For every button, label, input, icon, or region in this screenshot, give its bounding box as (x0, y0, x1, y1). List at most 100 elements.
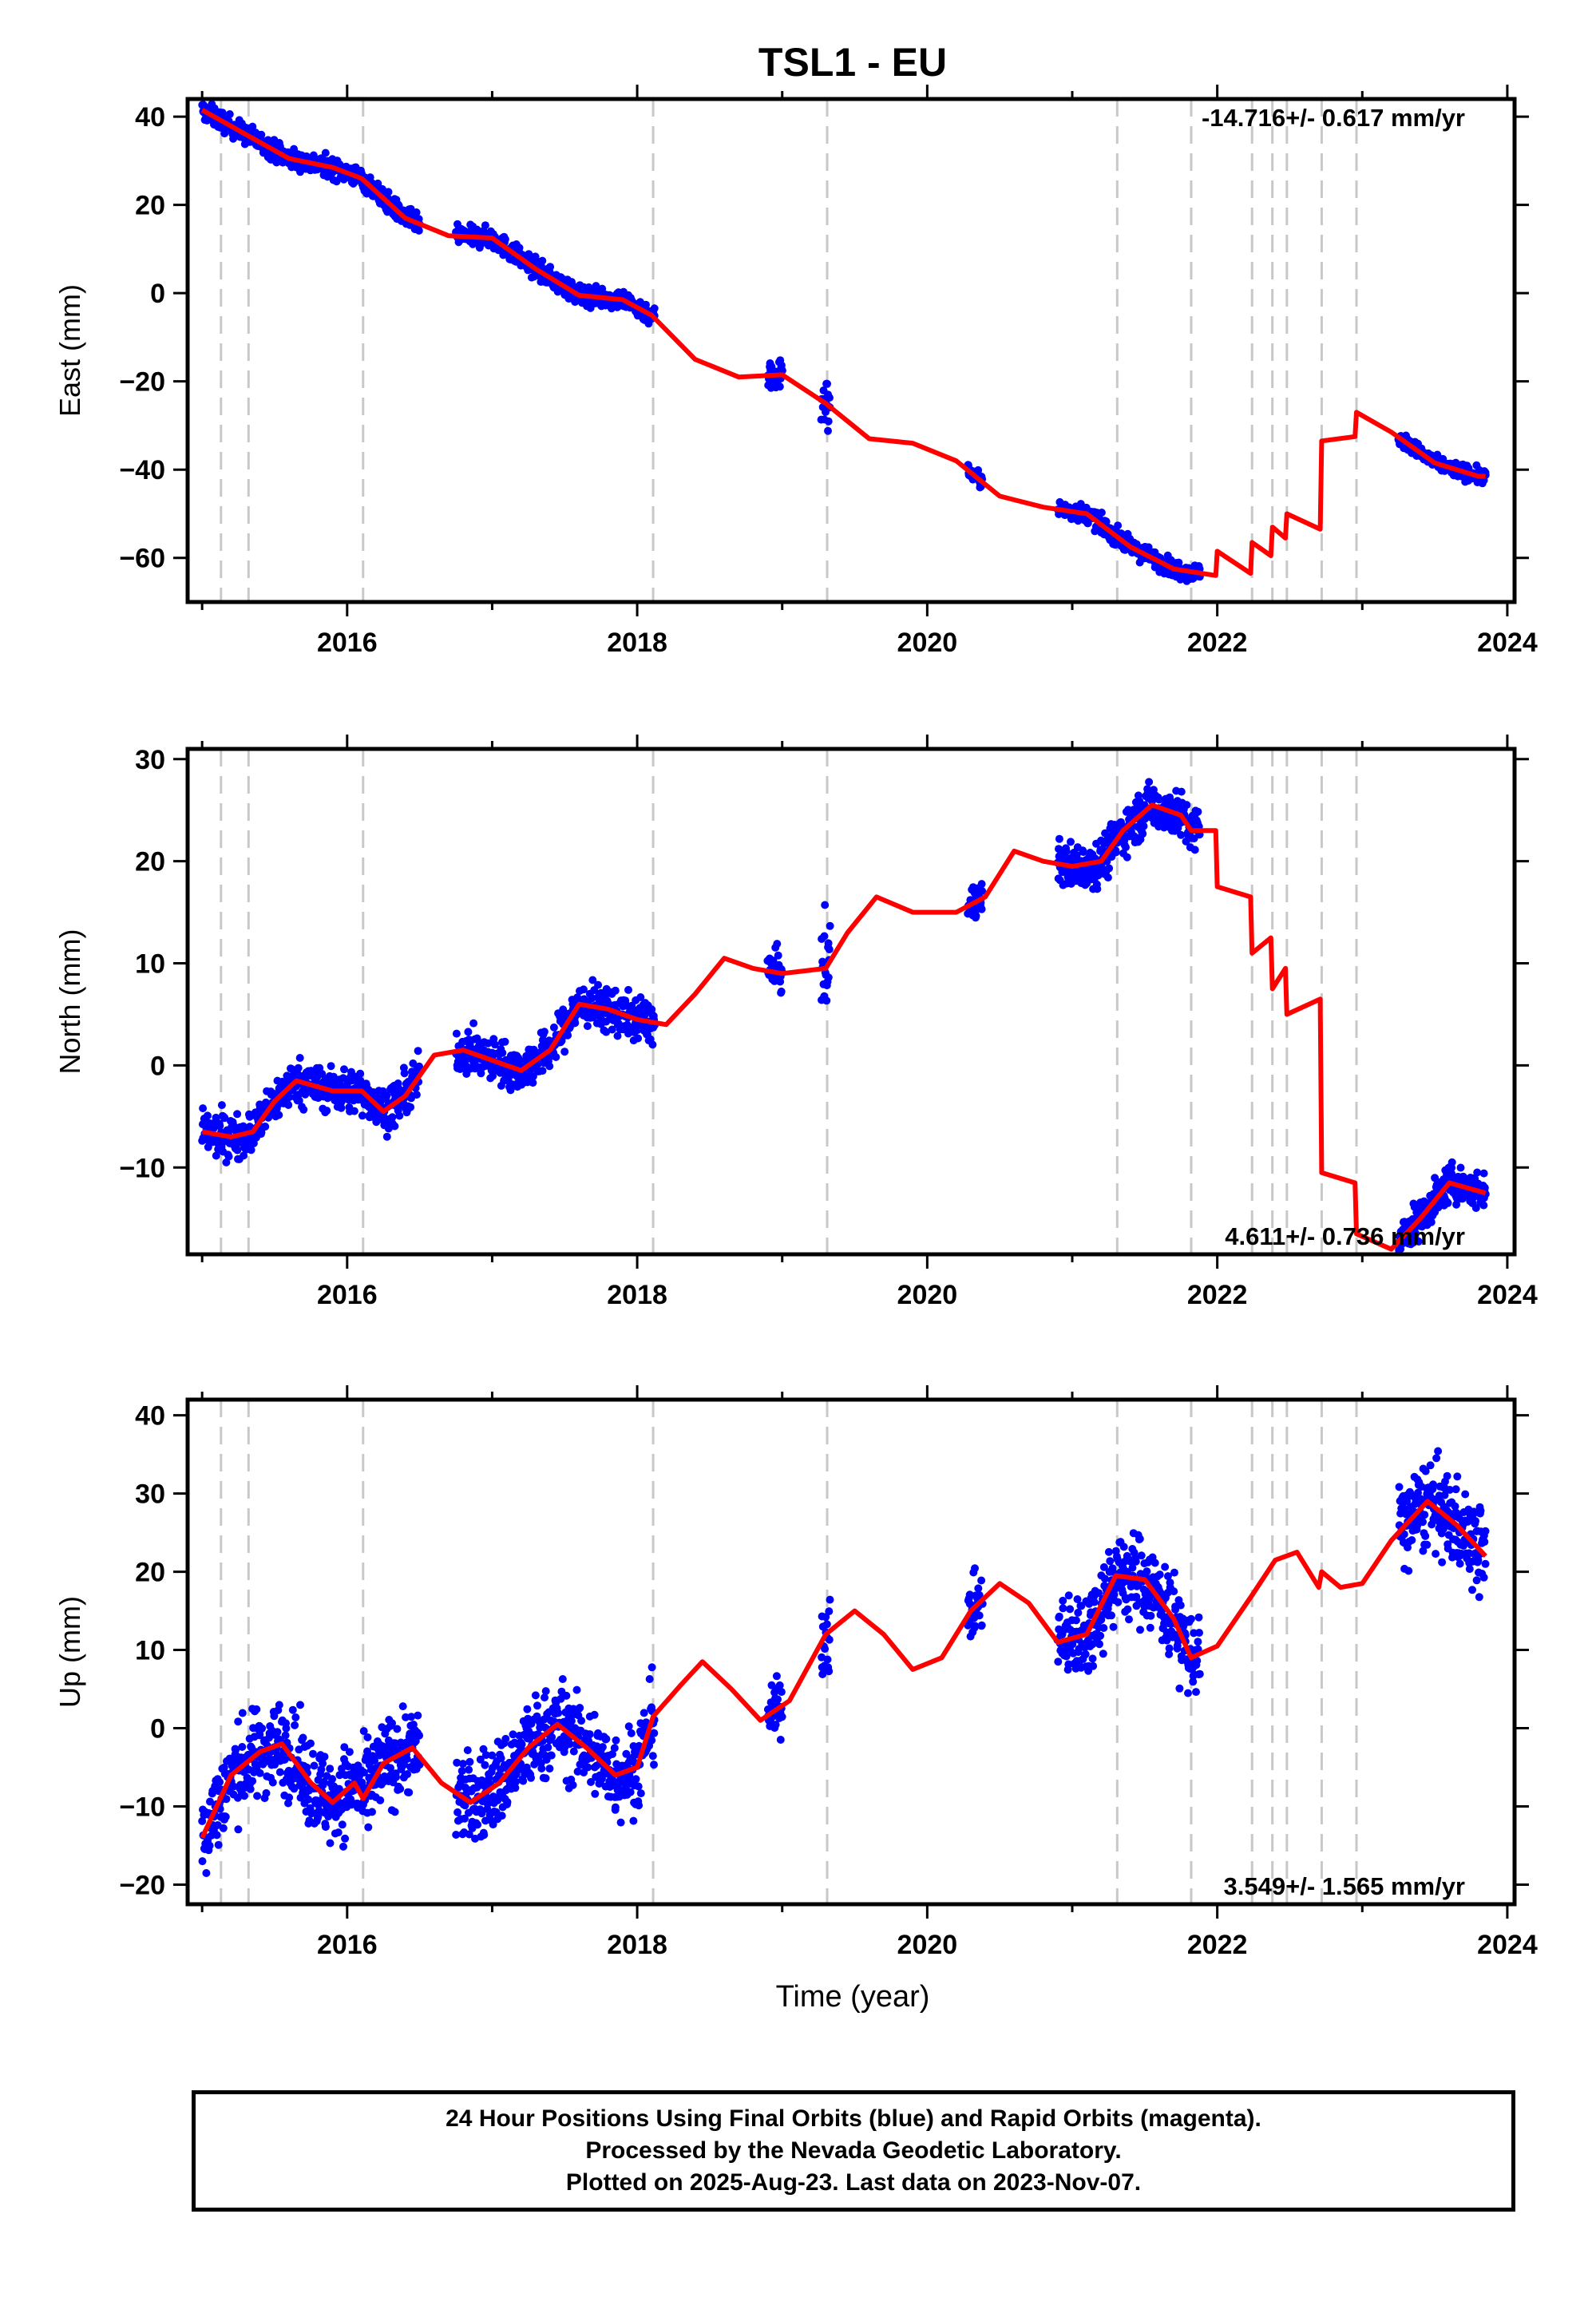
y-tick-label: −40 (119, 455, 165, 485)
data-point (1137, 1551, 1146, 1560)
data-point (1099, 1562, 1108, 1571)
data-point (1064, 1591, 1073, 1600)
data-point (1054, 1658, 1063, 1666)
data-point (1107, 1611, 1115, 1620)
footer-line-2: Processed by the Nevada Geodetic Laborat… (585, 2137, 1122, 2164)
data-point (246, 1784, 255, 1793)
data-point (309, 1749, 317, 1758)
data-point (1412, 1229, 1420, 1238)
data-point (1426, 1461, 1435, 1470)
data-point (1432, 1550, 1440, 1559)
y-axis-label: North (mm) (53, 929, 86, 1075)
data-point (624, 1722, 633, 1731)
data-point (538, 1067, 547, 1075)
data-point (406, 1103, 415, 1111)
data-point (978, 887, 987, 895)
data-point (452, 1029, 461, 1038)
data-point (612, 1736, 620, 1745)
data-point (572, 1685, 581, 1694)
data-point (405, 1788, 414, 1796)
data-point (374, 179, 382, 188)
data-point (975, 1590, 984, 1599)
data-point (584, 1763, 592, 1772)
y-tick-label: 10 (135, 949, 165, 980)
data-point (1451, 1485, 1460, 1494)
data-point (480, 1831, 489, 1840)
data-point (540, 1028, 549, 1036)
data-point (1395, 1483, 1404, 1491)
data-point (398, 1702, 407, 1711)
data-point (453, 1758, 461, 1767)
data-point (270, 1712, 279, 1721)
data-point (1074, 1608, 1083, 1617)
data-point (541, 1693, 549, 1702)
data-point (481, 1761, 489, 1769)
data-point (498, 1048, 507, 1057)
y-tick-label: 30 (135, 1479, 165, 1510)
data-point (558, 1675, 567, 1683)
data-point (295, 1054, 304, 1062)
data-point (497, 1754, 505, 1763)
data-point (465, 1757, 474, 1766)
y-tick-label: −20 (119, 367, 165, 398)
data-point (1421, 1531, 1430, 1540)
x-tick-label: 2022 (1187, 628, 1248, 658)
data-point (1400, 1530, 1408, 1539)
data-point (1134, 791, 1143, 800)
rate-label: -14.716+/- 0.617 mm/yr (1202, 104, 1465, 132)
data-point (825, 1667, 834, 1676)
data-point (971, 1564, 979, 1573)
data-point (1095, 1640, 1103, 1649)
data-point (1186, 1614, 1195, 1623)
data-point (545, 1062, 554, 1071)
data-point (1445, 1486, 1454, 1494)
data-point (247, 1146, 255, 1155)
data-point (1114, 521, 1123, 530)
data-point (501, 235, 509, 244)
data-point (219, 1824, 228, 1832)
y-tick-label: 30 (135, 745, 165, 775)
data-point (1161, 1562, 1170, 1571)
data-point (1111, 848, 1120, 857)
data-point (533, 1701, 541, 1710)
data-point (1165, 1644, 1174, 1653)
data-point (1106, 1557, 1115, 1566)
plot-frame (185, 97, 1517, 604)
data-point (602, 1735, 611, 1743)
model-line (201, 802, 1487, 1252)
x-tick-label: 2022 (1187, 1280, 1248, 1310)
y-tick-label: −10 (119, 1792, 165, 1823)
data-point (1414, 1238, 1423, 1246)
data-point (588, 976, 597, 984)
plot-area (198, 749, 1490, 1254)
data-point (238, 1743, 247, 1751)
data-point (541, 1687, 550, 1696)
data-point (1099, 1624, 1108, 1632)
data-point (1062, 1652, 1071, 1661)
data-point (622, 1749, 631, 1758)
data-point (337, 1103, 346, 1112)
data-point (233, 1146, 242, 1155)
data-point (588, 994, 596, 1002)
data-point (1195, 1629, 1203, 1637)
data-point (1097, 509, 1106, 517)
data-point (1440, 1491, 1449, 1499)
data-point (240, 1792, 248, 1800)
data-point (1481, 1559, 1490, 1568)
data-point (1476, 1507, 1485, 1515)
data-point (977, 905, 986, 913)
data-point (1102, 517, 1111, 526)
data-point (537, 1764, 546, 1772)
data-point (229, 1782, 238, 1791)
x-tick-label: 2018 (607, 628, 667, 658)
data-point (527, 1773, 535, 1782)
data-point (1123, 853, 1131, 861)
data-point (214, 1840, 223, 1849)
data-point (282, 1724, 291, 1733)
data-point (393, 1725, 402, 1733)
data-point (1145, 778, 1154, 786)
data-point (826, 921, 834, 930)
data-point (635, 1801, 644, 1810)
data-point (326, 1839, 335, 1848)
